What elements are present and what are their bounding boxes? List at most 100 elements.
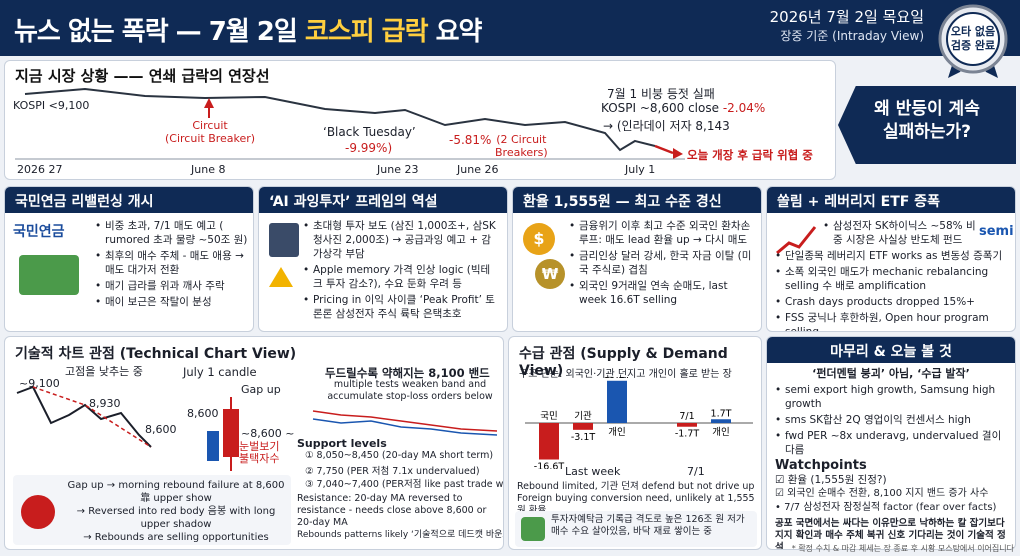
ai-item-1: Apple memory 가격 인상 logic (빅테크 투자 감소?), 수… xyxy=(303,263,499,291)
market-title: 지금 시장 상황 —— 연쇄 급락의 연장선 xyxy=(15,67,270,85)
x-label-4: July 1 xyxy=(625,163,656,176)
supply-cat-label-1-0: 7/1 xyxy=(679,411,694,422)
technical-panel: 기술적 차트 관점 (Technical Chart View) 고점을 낮추는… xyxy=(4,336,504,550)
tech-p1: ~9,100 xyxy=(19,377,60,390)
wrap-quote: ‘펀더멘털 붕괴’ 아님, ‘수급 발작’ xyxy=(812,367,970,380)
pension-item-3: 매이 보근은 작탈이 분성 xyxy=(95,295,253,309)
x-label-3: June 26 xyxy=(457,163,499,176)
x-label-2: June 23 xyxy=(377,163,419,176)
band-sub: multiple tests weaken band and accumulat… xyxy=(327,379,493,402)
page-title: 뉴스 없는 폭락 — 7월 2일 코스피 급락 요약 xyxy=(14,17,482,47)
closing-note: 공포 국면에서는 싸다는 이유만으로 낙하하는 칼 잡기보다 지지 확인과 매수… xyxy=(775,518,1006,550)
etf-card: 쏠림 + 레버리지 ETF 증폭 semi 삼성전자 SK하이닉스 ~58% 비… xyxy=(766,186,1016,332)
pension-card: 국민연금 리밸런싱 개시 국민연금 비중 초과, 7/1 매도 예고 ( rum… xyxy=(4,186,254,332)
supply-panel: 수급 관점 (Supply & Demand View) 구조 단순: 외국인·… xyxy=(508,336,762,550)
wrap-item-2: fwd PER ~8x underavg, undervalued 결이 다름 xyxy=(775,429,1007,457)
header-bar: 뉴스 없는 폭락 — 7월 2일 코스피 급락 요약 2026년 7월 2일 목… xyxy=(0,0,1020,56)
supply-cat-label-0-1: 기관 xyxy=(574,411,592,422)
kospi-start-label: KOSPI <9,100 xyxy=(13,99,90,112)
x-label-1: June 8 xyxy=(191,163,226,176)
supply-title: 수급 관점 (Supply & Demand View) xyxy=(519,346,728,379)
pension-item-1: 최후의 매수 주체 - 매도 애용 → 매도 대가저 전환 xyxy=(95,249,253,277)
jul1-low: → (인라데이 저자 8,143 xyxy=(603,119,730,133)
support-1: ② 7,750 (PER 저첨 7.1x undervalued) xyxy=(305,466,480,477)
gap-note-box: Gap up → morning rebound failure at 8,60… xyxy=(13,475,291,545)
why-callout: 왜 반등이 계속 실패하는가? xyxy=(838,86,1016,164)
money-stack-icon xyxy=(19,255,79,295)
pension-logo: 국민연금 xyxy=(13,224,65,240)
basis-text: 장중 기준 (Intraday View) xyxy=(780,29,924,43)
today-warning: 오늘 개장 후 급락 위협 중 xyxy=(687,148,813,162)
tech-title: 기술적 차트 관점 (Technical Chart View) xyxy=(15,346,297,362)
supply-bar-0-0 xyxy=(539,423,559,460)
fx-item-2: 외국인 9거래일 연속 순매도, last week 16.6T selling xyxy=(569,279,753,307)
gap-up-label: Gap up xyxy=(241,383,281,396)
wrap-item-1: sms SK합산 2Q 영업이익 컨센서스 high xyxy=(775,413,1007,427)
ai-overinvest-card: ‘AI 과잉투자’ 프레임의 역설 초대형 투자 보도 (삼진 1,000조+,… xyxy=(258,186,508,332)
jul1-kospi: KOSPI ~8,600 close -2.04% xyxy=(601,101,766,115)
dollar-coin-icon: $ xyxy=(523,223,555,255)
candle-chart xyxy=(207,397,239,471)
supply-cat-label-1-1: 개인 xyxy=(712,427,729,438)
etf-item-3: Crash days products dropped 15%+ xyxy=(775,295,1007,309)
supply-bullet-0: Rebound limited, 기관 던져 defend but not dr… xyxy=(517,481,755,492)
gap-note: Gap up → morning rebound failure at 8,60… xyxy=(67,480,285,543)
candle-title: July 1 candle xyxy=(183,365,257,379)
pension-item-0: 비중 초과, 7/1 매도 예고 ( rumored 초과 물량 ~50조 원) xyxy=(95,219,253,247)
pension-item-2: 매기 급라를 위과 깨사 주락 xyxy=(95,279,253,293)
deposit-note: 투자자예탁금 기록급 격도로 높은 126조 원 저가 매수 수요 살아있음, … xyxy=(551,514,745,537)
won-coin-icon: ₩ xyxy=(535,259,565,289)
black-tuesday-pct: -9.99%) xyxy=(345,141,393,155)
wrap-title: 마무리 & 오늘 볼 것 xyxy=(767,337,1015,363)
supply-value-label-1-1: 1.7T xyxy=(711,408,732,419)
supply-bar-0-2 xyxy=(607,380,627,423)
tech-note-top: 고점을 낮추는 중 xyxy=(65,365,143,378)
black-tuesday-label: ‘Black Tuesday’ xyxy=(323,125,416,139)
support-2: ③ 7,040~7,400 (PER저점 like past trade war… xyxy=(305,479,504,490)
date-block: 2026년 7월 2일 목요일 장중 기준 (Intraday View) xyxy=(770,8,924,46)
x-label-0: 2026 27 xyxy=(17,163,63,176)
wrapup-panel: 마무리 & 오늘 볼 것 ‘펀더멘털 붕괴’ 아님, ‘수급 발작’ semi … xyxy=(766,336,1016,550)
watch-0: ☑ 환율 (1,555원 진정?) xyxy=(775,474,887,486)
down-arrow-icon xyxy=(21,495,55,529)
etf-item-0: 삼성전자 SK하이닉스 ~58% 비중 시장은 사실상 반도체 펀드 xyxy=(823,219,983,247)
etf-item-1: 단일종목 레버리지 ETF works as 변동성 증폭기 xyxy=(775,249,1007,263)
candle-low: ~8,600 ~ xyxy=(241,427,295,440)
supply-struct: 구조 단순: 외국인·기관 던지고 개인이 홀로 받는 장 xyxy=(519,369,732,380)
supply-bar-chart: -16.6T 국민 -3.1T 기관 19.2T 개인 -1.7T 7/1 1.7T 개인 xyxy=(525,377,753,469)
jul1-title: 7월 1 비붕 등젓 실패 xyxy=(607,87,715,101)
watch-1: ☑ 외국인 순매수 전환, 8,100 지지 밴드 증가 사수 xyxy=(775,488,989,499)
supply-value-label-1-0: -1.7T xyxy=(675,429,700,440)
rebound-note: Rebounds patterns likely ‘기술적으로 데드캣 바운스’ xyxy=(297,530,504,540)
day-label: 7/1 xyxy=(687,465,705,478)
tech-p3: 8,600 xyxy=(145,423,177,436)
rising-chart-icon xyxy=(776,226,817,255)
fx-item-0: 금융위기 이후 최고 수준 외국인 환차손 루프: 매도 lead 환율 up … xyxy=(569,219,753,247)
ai-item-0: 초대형 투자 보도 (삼진 1,000조+, 삼SK 청사진 2,000조) →… xyxy=(303,219,499,261)
watch-2: • 7/7 삼성전자 잠정실적 factor (fear over facts) xyxy=(775,502,997,513)
etf-card-title: 쏠림 + 레버리지 ETF 증폭 xyxy=(767,187,1015,213)
semi-logo: semi xyxy=(979,224,1014,239)
market-line-chart xyxy=(15,87,685,160)
etf-item-2: 소폭 외국인 매도가 mechanic rebalancing selling … xyxy=(775,265,1007,293)
band-title: 두드릴수록 약해지는 8,100 밴드 xyxy=(325,366,490,380)
band-chart xyxy=(312,410,498,436)
fx-card-title: 환율 1,555원 — 최고 수준 경신 xyxy=(513,187,761,213)
circuit-label: Circuit (Circuit Breaker) xyxy=(165,119,256,145)
week-label: Last week xyxy=(565,465,621,478)
resistance-note: Resistance: 20-day MA reversed to resist… xyxy=(297,493,487,528)
circuit2-label: (2 Circuit Breakers) xyxy=(495,133,548,159)
support-0: ① 8,050~8,450 (20-day MA short term) xyxy=(305,450,494,461)
candle-8600: 8,600 xyxy=(187,407,219,420)
etf-item-4: FSS 궁닉나 후한하원, Open hour program selling xyxy=(775,311,1007,331)
tech-p2: 8,930 xyxy=(89,397,121,410)
supply-cat-label-0-2: 개인 xyxy=(608,427,625,438)
ai-card-title: ‘AI 과잉투자’ 프레임의 역설 xyxy=(259,187,507,213)
ai-item-2: Pricing in 이익 사이클 ‘Peak Profit’ 토론론 삼성전자… xyxy=(303,293,499,321)
footnote: * 확정 수치 & 마감 체세는 장 종료 후 시황 모스탕에서 이어집니다 xyxy=(791,544,1014,553)
warning-icon xyxy=(269,267,293,287)
supply-bullet-1: Foreign buying conversion need, unlikely… xyxy=(517,493,755,516)
drop-pct-label: -5.81% xyxy=(449,133,492,147)
supply-value-label-0-1: -3.1T xyxy=(571,432,596,443)
supply-bar-1-1 xyxy=(711,419,731,423)
